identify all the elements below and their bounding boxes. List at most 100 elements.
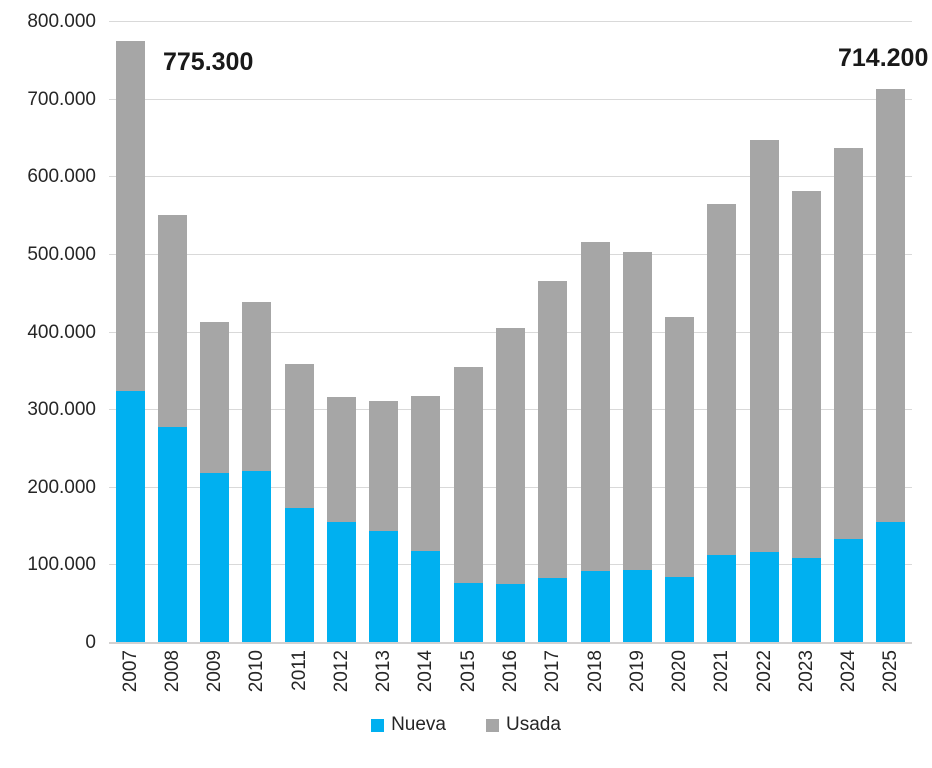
- x-axis-label-2023: 2023: [795, 650, 817, 693]
- bar-column-2018: [574, 22, 616, 643]
- gridline: [109, 176, 912, 178]
- x-axis-label-2015: 2015: [457, 650, 479, 693]
- bar-segment-usada-2015: [453, 367, 483, 584]
- bar-column-2015: [447, 22, 489, 643]
- x-axis-label-slot: 2022: [743, 650, 785, 712]
- gridline: [109, 253, 912, 255]
- x-axis-label-2007: 2007: [119, 650, 141, 693]
- data-label-2007-total: 775.300: [163, 48, 254, 76]
- legend-swatch-usada: [486, 718, 499, 732]
- bar-column-2009: [194, 22, 236, 643]
- bar-segment-usada-2020: [665, 317, 695, 577]
- bar-column-2021: [701, 22, 743, 643]
- x-axis-label-slot: 2018: [574, 650, 616, 712]
- bar-segment-nueva-2013: [369, 531, 399, 643]
- bar-segment-usada-2013: [369, 400, 399, 532]
- bars: [109, 22, 912, 643]
- y-axis-tick-label: 600.000: [27, 166, 96, 188]
- bar-segment-usada-2019: [622, 251, 652, 570]
- legend: Nueva Usada: [0, 714, 932, 736]
- x-axis-label-2014: 2014: [415, 650, 437, 693]
- x-axis-label-2021: 2021: [711, 650, 733, 693]
- x-axis-labels: 2007 2008 2009 2010 2011 2012 2013 2014 2015 2016…: [109, 650, 912, 712]
- bar-column-2017: [532, 22, 574, 643]
- bar-segment-nueva-2010: [242, 471, 272, 643]
- x-axis-label-slot: 2024: [828, 650, 870, 712]
- y-axis-tick-label: 400.000: [27, 321, 96, 343]
- y-axis-tick-label: 700.000: [27, 88, 96, 110]
- bar-column-2014: [405, 22, 447, 643]
- bar-column-2012: [320, 22, 362, 643]
- bar-segment-usada-2011: [284, 363, 314, 508]
- y-axis-tick-label: 100.000: [27, 554, 96, 576]
- bar-column-2011: [278, 22, 320, 643]
- x-axis-label-slot: 2017: [532, 650, 574, 712]
- x-axis-label-2025: 2025: [880, 650, 902, 693]
- bar-segment-nueva-2024: [834, 539, 864, 643]
- bar-segment-usada-2009: [200, 322, 230, 473]
- x-axis-label-slot: 2023: [785, 650, 827, 712]
- bar-segment-nueva-2011: [284, 507, 314, 643]
- bar-column-2013: [363, 22, 405, 643]
- bar-segment-nueva-2020: [665, 577, 695, 643]
- bar-segment-usada-2017: [538, 281, 568, 578]
- bar-segment-nueva-2015: [453, 583, 483, 643]
- x-axis-label-slot: 2009: [194, 650, 236, 712]
- x-axis-label-slot: 2010: [236, 650, 278, 712]
- bar-segment-nueva-2009: [200, 473, 230, 643]
- bar-segment-usada-2014: [411, 396, 441, 552]
- bar-segment-nueva-2016: [496, 584, 526, 643]
- legend-label-usada: Usada: [506, 714, 561, 735]
- x-axis-label-2009: 2009: [204, 650, 226, 693]
- legend-label-nueva: Nueva: [391, 714, 446, 735]
- bar-segment-usada-2021: [707, 204, 737, 555]
- legend-swatch-nueva: [371, 718, 385, 732]
- y-axis-tick-label: 300.000: [27, 399, 96, 421]
- y-axis-tick-label: 500.000: [27, 243, 96, 265]
- x-axis-label-2011: 2011: [288, 650, 310, 691]
- x-axis-label-slot: 2015: [447, 650, 489, 712]
- x-axis-label-2018: 2018: [584, 650, 606, 693]
- bar-segment-nueva-2021: [707, 554, 737, 643]
- legend-item-usada: Usada: [486, 714, 561, 736]
- x-axis-label-2020: 2020: [669, 650, 691, 693]
- y-axis-tick-label: 0: [85, 632, 96, 653]
- x-axis-label-slot: 2021: [701, 650, 743, 712]
- bar-segment-usada-2025: [876, 88, 906, 522]
- bar-segment-usada-2022: [749, 140, 779, 553]
- x-axis-label-2012: 2012: [330, 650, 352, 693]
- y-axis-tick-label: 800.000: [27, 11, 96, 32]
- data-label-2025-total: 714.200: [838, 44, 929, 72]
- gridline: [109, 21, 912, 22]
- bar-segment-nueva-2025: [876, 521, 906, 643]
- x-axis-label-2019: 2019: [626, 650, 648, 693]
- x-axis-label-slot: 2008: [151, 650, 193, 712]
- x-axis-label-slot: 2019: [616, 650, 658, 712]
- bar-column-2007: [109, 22, 151, 643]
- x-axis-label-2010: 2010: [246, 650, 268, 693]
- x-axis-label-2008: 2008: [161, 650, 183, 693]
- y-axis-tick-label: 200.000: [27, 476, 96, 498]
- bar-segment-nueva-2017: [538, 577, 568, 643]
- bar-column-2016: [489, 22, 531, 643]
- bar-column-2025: [870, 22, 912, 643]
- bar-column-2022: [743, 22, 785, 643]
- x-axis-label-slot: 2014: [405, 650, 447, 712]
- bar-segment-nueva-2022: [749, 552, 779, 643]
- bar-segment-usada-2012: [326, 396, 356, 522]
- x-axis-label-slot: 2013: [363, 650, 405, 712]
- bar-segment-nueva-2007: [115, 390, 145, 643]
- x-axis-label-slot: 2016: [489, 650, 531, 712]
- bar-segment-usada-2024: [834, 147, 864, 539]
- bar-segment-nueva-2008: [157, 427, 187, 643]
- bar-column-2019: [616, 22, 658, 643]
- x-axis-label-slot: 2025: [870, 650, 912, 712]
- bar-segment-nueva-2012: [326, 521, 356, 643]
- x-axis-label-slot: 2020: [658, 650, 700, 712]
- bar-column-2008: [151, 22, 193, 643]
- bar-segment-usada-2007: [115, 41, 145, 391]
- bar-segment-usada-2010: [242, 302, 272, 472]
- bar-column-2023: [785, 22, 827, 643]
- plot-area: [109, 21, 912, 644]
